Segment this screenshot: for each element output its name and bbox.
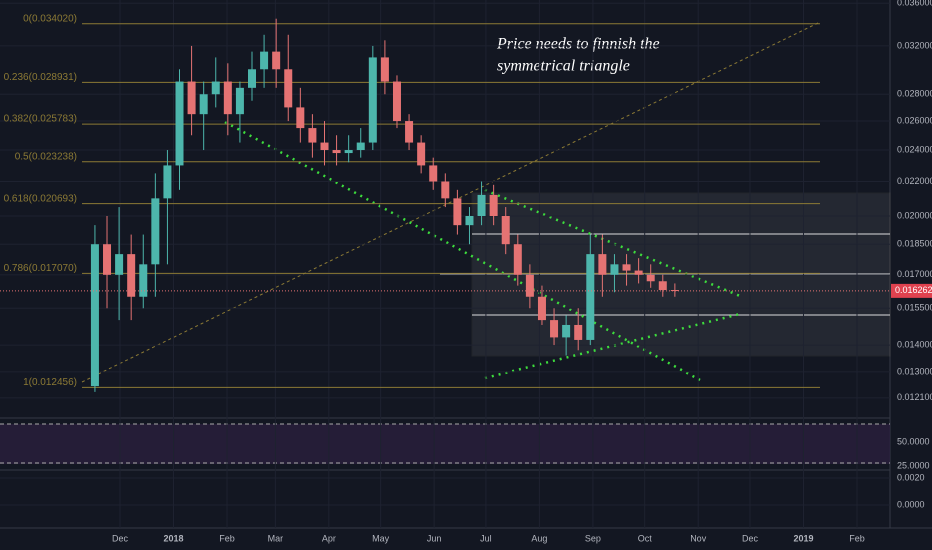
x-tick-label: Feb (219, 533, 235, 543)
last-price-box (891, 283, 932, 298)
candle-body (139, 264, 148, 297)
rsi-tick-label: 25.0000 (897, 460, 930, 470)
fib-label: 0.382(0.025783) (4, 114, 77, 125)
macd-tick-label: 0.0000 (897, 499, 925, 509)
macd-tick-label: 0.0020 (897, 472, 925, 482)
x-tick-label: 2019 (793, 533, 813, 543)
candle-body (489, 194, 498, 217)
y-tick-label: 0.036000 (897, 0, 932, 8)
candle-body (598, 254, 607, 275)
fib-label: 0.618(0.020693) (4, 193, 77, 204)
y-tick-label: 0.028000 (897, 89, 932, 99)
candle-body (550, 320, 559, 338)
rsi-tick-label: 50.0000 (897, 436, 930, 446)
y-tick-label: 0.032000 (897, 40, 932, 50)
fib-label: 0.786(0.017070) (4, 263, 77, 274)
y-tick-label: 0.012100 (897, 392, 932, 402)
candle-body (356, 142, 365, 151)
x-tick-label: Aug (531, 533, 547, 543)
y-tick-label: 0.022000 (897, 176, 932, 186)
candle-body (90, 244, 99, 387)
fib-label: 1(0.012456) (23, 377, 77, 388)
x-tick-label: Mar (268, 533, 284, 543)
candle-body (465, 216, 474, 226)
x-tick-label: Feb (849, 533, 865, 543)
candle-body (513, 244, 522, 275)
candle-body (296, 107, 305, 129)
candle-body (670, 290, 679, 292)
candle-body (284, 69, 293, 108)
candle-body (658, 281, 667, 291)
y-tick-label: 0.014000 (897, 339, 932, 349)
x-tick-label: Dec (742, 533, 759, 543)
candle-body (622, 264, 631, 271)
candle-body (453, 198, 462, 226)
x-tick-label: Oct (638, 533, 653, 543)
candle-body (646, 274, 655, 282)
candle-body (272, 51, 281, 70)
candle-body (429, 165, 438, 182)
fib-label: 0.236(0.028931) (4, 72, 77, 83)
candle-body (247, 69, 256, 88)
candle-body (392, 81, 401, 122)
candle-body (417, 142, 426, 166)
candle-body (163, 165, 172, 199)
candle-body (187, 81, 196, 115)
candle-body (441, 181, 450, 199)
x-tick-label: May (372, 533, 390, 543)
fib-label: 0(0.034020) (23, 13, 77, 24)
candle-body (332, 150, 341, 154)
candle-body (235, 87, 244, 115)
candle-body (368, 57, 377, 143)
x-tick-label: Dec (112, 533, 129, 543)
candle-body (537, 296, 546, 321)
candle-body (380, 57, 389, 82)
candle-body (562, 324, 571, 338)
candle-body (405, 121, 414, 143)
x-tick-label: Jun (427, 533, 442, 543)
y-tick-label: 0.024000 (897, 144, 932, 154)
x-tick-label: Jul (480, 533, 492, 543)
candle-body (574, 324, 583, 340)
candle-body (211, 81, 220, 95)
candle-body (477, 194, 486, 217)
candle-body (103, 244, 112, 275)
fib-label: 0.5(0.023238) (15, 151, 77, 162)
last-price-label: 0.016262 (895, 285, 932, 295)
x-tick-label: Apr (322, 533, 336, 543)
candle-body (344, 150, 353, 154)
annotation: Price needs to finnish the (496, 36, 660, 53)
x-tick-label: Nov (690, 533, 707, 543)
candle-body (223, 81, 232, 115)
candle-body (320, 142, 329, 151)
candle-body (308, 128, 317, 143)
candle-body (199, 94, 208, 115)
y-tick-label: 0.017000 (897, 269, 932, 279)
candle-body (501, 216, 510, 245)
y-tick-label: 0.015500 (897, 303, 932, 313)
candle-body (115, 254, 124, 275)
candle-body (127, 254, 136, 297)
candle-body (260, 51, 269, 70)
candle-body (151, 198, 160, 265)
candle-body (586, 254, 595, 340)
rsi-band (0, 424, 890, 464)
x-tick-label: Sep (585, 533, 601, 543)
y-tick-label: 0.013000 (897, 366, 932, 376)
y-tick-label: 0.020000 (897, 210, 932, 220)
candle-body (525, 274, 534, 297)
annotation: symmetrical triangle (497, 58, 630, 75)
triangle-lower (484, 312, 741, 380)
candle-body (175, 81, 184, 166)
y-tick-label: 0.026000 (897, 115, 932, 125)
candle-body (610, 264, 619, 275)
y-tick-label: 0.018500 (897, 239, 932, 249)
candle-body (634, 270, 643, 275)
x-tick-label: 2018 (163, 533, 183, 543)
